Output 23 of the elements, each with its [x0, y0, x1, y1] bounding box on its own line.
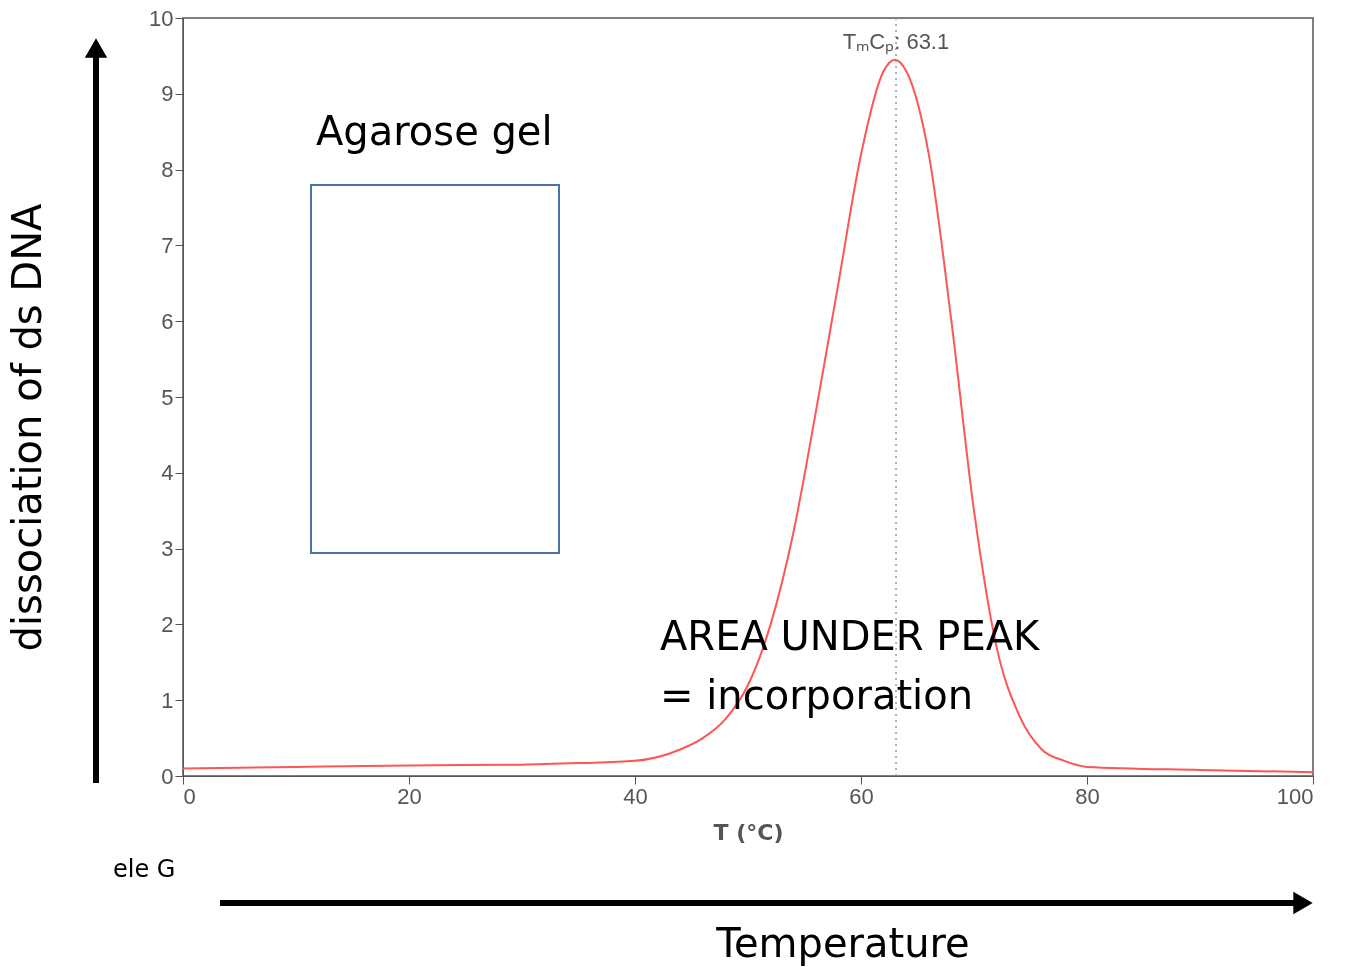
- y-tick-label: 3: [161, 536, 174, 562]
- y-tick-label: 0: [161, 763, 174, 789]
- x-tick-label: 20: [397, 783, 422, 809]
- y-tick-label: 7: [161, 232, 174, 258]
- y-tick-label: 1: [161, 687, 174, 713]
- y-tick-label: 5: [161, 384, 174, 410]
- y-tick-label: 6: [161, 308, 174, 334]
- x-tick-label: 100: [1276, 783, 1314, 809]
- x-tick-label: 40: [623, 783, 648, 809]
- y-axis-title: dissociation of ds DNA: [3, 202, 50, 652]
- x-tick-label: 80: [1075, 783, 1100, 809]
- y-tick-label: 8: [161, 157, 174, 183]
- x-axis-title: T (°C): [713, 819, 784, 845]
- x-tick-label: 60: [849, 783, 874, 809]
- ref-line-label: TₘCₚ: 63.1: [842, 29, 950, 55]
- y-tick-label: 2: [161, 611, 174, 637]
- text: Temperature: [715, 920, 970, 966]
- y-tick-label: 4: [161, 460, 174, 486]
- text: ele G: [113, 855, 176, 883]
- y-tick-label: 9: [161, 81, 174, 107]
- y-tick-label: 10: [149, 5, 174, 31]
- x-tick-label: 0: [183, 783, 196, 809]
- annotation: Agarose gel: [316, 108, 553, 154]
